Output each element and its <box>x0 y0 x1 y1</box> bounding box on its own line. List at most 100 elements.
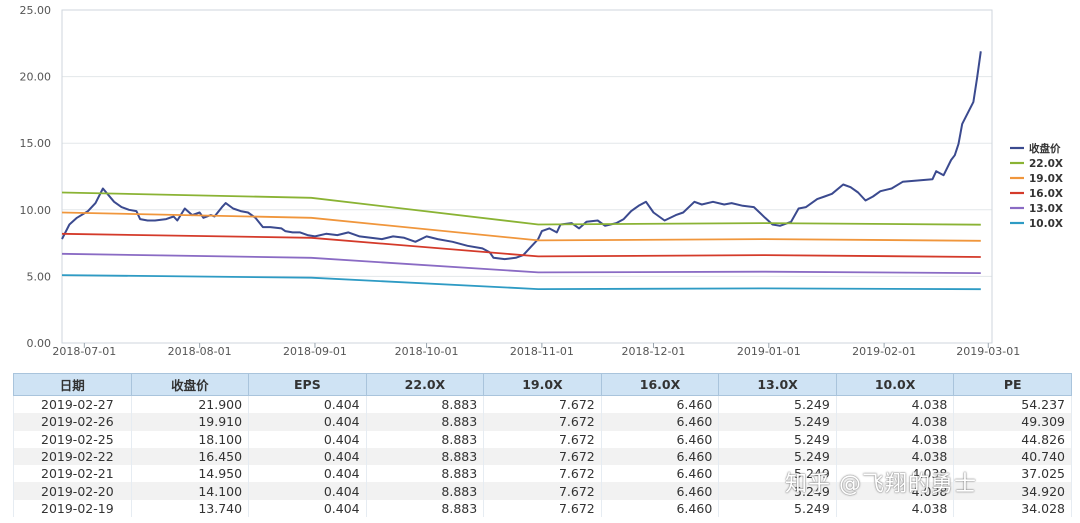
table-cell: 6.460 <box>600 430 720 448</box>
x-tick-label: 2018-07-01 <box>52 345 116 358</box>
table-cell: 6.460 <box>600 482 720 500</box>
y-tick-label: 20.00 <box>20 71 52 84</box>
table-cell: 0.404 <box>248 395 367 414</box>
y-tick-label: 10.00 <box>20 204 52 217</box>
table-cell: 6.460 <box>600 465 720 483</box>
table-cell: 6.460 <box>600 499 720 518</box>
table-cell: 4.038 <box>835 447 955 466</box>
table-row: 2019-02-26 19.910 0.404 8.883 7.672 6.460 5.24… <box>13 413 1072 431</box>
legend-label-2: 19.0X <box>1029 173 1063 185</box>
table-cell: 8.883 <box>365 465 485 483</box>
legend-label-5: 10.0X <box>1029 218 1063 230</box>
table-cell: 5.249 <box>718 465 837 483</box>
table-cell: 6.460 <box>600 395 720 414</box>
y-tick-label: 15.00 <box>20 137 52 150</box>
table-cell: 8.883 <box>365 482 485 500</box>
table-cell: 40.740 <box>953 447 1072 466</box>
table-cell: 8.883 <box>365 447 485 466</box>
table-cell: 0.404 <box>248 430 367 448</box>
series-line-1 <box>61 191 981 226</box>
table-cell: 7.672 <box>483 447 602 466</box>
table-header-cell: 10.0X <box>835 373 955 396</box>
table-cell: 7.672 <box>483 465 602 483</box>
table-cell: 0.404 <box>248 465 367 483</box>
table-cell: 16.450 <box>130 447 250 466</box>
table-cell: 4.038 <box>835 499 955 518</box>
x-tick-label: 2018-11-01 <box>510 345 574 358</box>
legend-label-0: 收盘价 <box>1029 142 1061 155</box>
table-cell: 0.404 <box>248 482 367 500</box>
table-cell: 14.950 <box>130 465 250 483</box>
y-tick-label: 5.00 <box>27 270 52 283</box>
table-cell: 18.100 <box>130 430 250 448</box>
table-cell: 2019-02-21 <box>13 465 132 483</box>
x-tick-label: 2018-10-01 <box>395 345 459 358</box>
table-cell: 7.672 <box>483 430 602 448</box>
legend-label-3: 16.0X <box>1029 188 1063 200</box>
table-cell: 5.249 <box>718 482 837 500</box>
table-header-cell: 收盘价 <box>130 373 250 396</box>
table-cell: 2019-02-26 <box>13 413 132 431</box>
table-cell: 2019-02-19 <box>13 499 132 518</box>
y-tick-label: 25.00 <box>20 4 52 17</box>
table-cell: 6.460 <box>600 413 720 431</box>
y-axis: 0.00 5.00 10.00 15.00 20.00 25.00 <box>20 4 52 350</box>
table-cell: 14.100 <box>130 482 250 500</box>
series-line-2 <box>61 211 981 242</box>
series-line-3 <box>61 232 981 258</box>
x-tick-label: 2018-12-01 <box>622 345 686 358</box>
table-cell: 4.038 <box>835 465 955 483</box>
table-cell: 19.910 <box>130 413 250 431</box>
table-cell: 21.900 <box>130 395 250 414</box>
table-cell: 7.672 <box>483 482 602 500</box>
x-tick-label: 2018-09-01 <box>283 345 347 358</box>
table-cell: 8.883 <box>365 395 485 414</box>
table-cell: 34.920 <box>953 482 1072 500</box>
table-cell: 37.025 <box>953 465 1072 483</box>
table-cell: 5.249 <box>718 447 837 466</box>
table-cell: 0.404 <box>248 447 367 466</box>
table-cell: 4.038 <box>835 413 955 431</box>
table-header-cell: EPS <box>248 373 367 396</box>
table-header-cell: 19.0X <box>483 373 602 396</box>
x-axis: 2018-07-01 2018-08-01 2018-09-01 2018-10-01… <box>52 343 1020 358</box>
table-cell: 44.826 <box>953 430 1072 448</box>
table-cell: 5.249 <box>718 413 837 431</box>
table-cell: 7.672 <box>483 395 602 414</box>
table-cell: 5.249 <box>718 430 837 448</box>
table-cell: 4.038 <box>835 482 955 500</box>
series-line-0 <box>61 51 982 261</box>
table-row: 2019-02-21 14.950 0.404 8.883 7.672 6.460 5.24… <box>13 465 1072 483</box>
series-lines <box>61 51 982 291</box>
x-tick-label: 2018-08-01 <box>168 345 232 358</box>
table-row: 2019-02-27 21.900 0.404 8.883 7.672 6.460 5.24… <box>13 395 1072 414</box>
table-cell: 54.237 <box>953 395 1072 414</box>
table-cell: 4.038 <box>835 430 955 448</box>
x-tick-label: 2019-03-01 <box>956 345 1020 358</box>
x-tick-label: 2019-01-01 <box>737 345 801 358</box>
table-header-cell: 16.0X <box>600 373 720 396</box>
data-table: 日期 收盘价 EPS 22.0X 19.0X 16.0X 13.0X 10.0X PE 2019… <box>13 373 1072 518</box>
table-header-cell: PE <box>953 373 1072 396</box>
chart-grid <box>62 9 992 344</box>
table-cell: 8.883 <box>365 413 485 431</box>
plot-area-frame <box>61 9 993 344</box>
table-cell: 8.883 <box>365 430 485 448</box>
table-row: 2019-02-22 16.450 0.404 8.883 7.672 6.460 5.24… <box>13 447 1072 466</box>
table-cell: 7.672 <box>483 413 602 431</box>
table-cell: 8.883 <box>365 499 485 518</box>
table-header-cell: 22.0X <box>365 373 485 396</box>
table-cell: 2019-02-20 <box>13 482 132 500</box>
table-cell: 4.038 <box>835 395 955 414</box>
legend-label-1: 22.0X <box>1029 158 1063 170</box>
table-cell: 49.309 <box>953 413 1072 431</box>
table-cell: 6.460 <box>600 447 720 466</box>
y-tick-label: 0.00 <box>27 337 52 350</box>
table-cell: 34.028 <box>953 499 1072 518</box>
legend-label-4: 13.0X <box>1029 203 1063 215</box>
table-cell: 5.249 <box>718 395 837 414</box>
table-cell: 0.404 <box>248 413 367 431</box>
table-row: 2019-02-25 18.100 0.404 8.883 7.672 6.460 5.24… <box>13 430 1072 448</box>
data-table-wrapper: 日期 收盘价 EPS 22.0X 19.0X 16.0X 13.0X 10.0X PE 2019… <box>13 373 1072 518</box>
